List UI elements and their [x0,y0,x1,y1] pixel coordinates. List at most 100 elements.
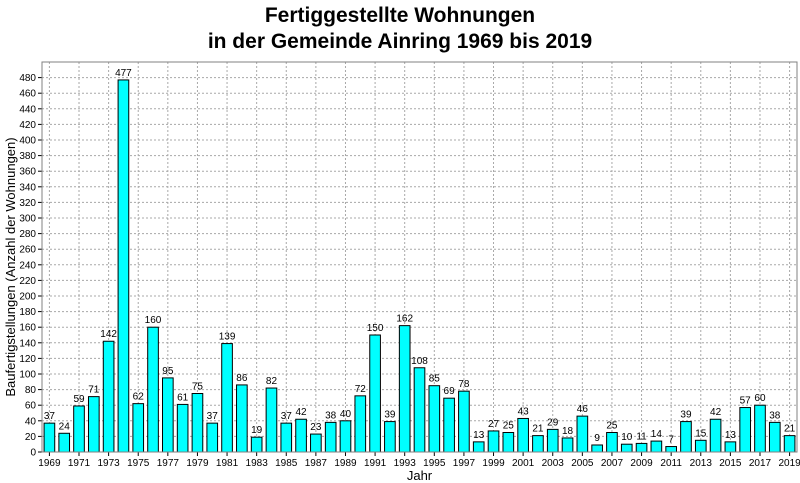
bar [43,422,56,453]
bar [221,343,233,453]
data-label: 7 [668,435,674,446]
bar [517,417,529,453]
data-label: 139 [219,332,236,343]
bar [58,432,71,453]
data-label: 9 [594,433,600,444]
y-tick-label: 300 [19,214,36,225]
bar [650,440,663,453]
bar [635,442,648,453]
bar [532,435,544,453]
data-label: 60 [754,393,766,404]
data-label: 46 [577,404,589,415]
x-tick-label: 1981 [216,458,239,469]
data-label: 13 [473,430,485,441]
data-label: 162 [396,314,413,325]
x-tick-label: 1993 [394,458,417,469]
x-tick-label: 2019 [778,458,800,469]
data-label: 57 [740,396,752,407]
bar [339,420,352,453]
data-label: 39 [384,410,396,421]
bar [561,437,574,453]
bar [502,432,515,453]
bar [162,377,174,453]
bar [606,432,618,453]
data-label: 75 [192,382,204,393]
bar [206,422,219,453]
x-tick-label: 1971 [68,458,91,469]
data-label: 37 [207,411,219,422]
data-label: 38 [769,410,781,421]
data-label: 39 [680,410,692,421]
x-tick-label: 2005 [571,458,594,469]
bar [694,439,707,453]
data-label: 15 [695,428,707,439]
data-label: 25 [606,421,618,432]
bar [147,326,159,453]
y-tick-label: 400 [19,136,36,147]
bar [458,390,470,453]
x-tick-label: 2015 [719,458,742,469]
y-tick-label: 440 [19,104,36,115]
bar [709,418,722,453]
data-label: 72 [355,384,367,395]
bar [665,446,677,453]
bar [73,405,85,453]
data-label: 18 [562,426,574,437]
x-tick-label: 1983 [246,458,269,469]
y-tick-label: 0 [30,448,36,459]
x-tick-label: 2009 [630,458,653,469]
data-label: 43 [518,406,530,417]
bar [176,403,189,453]
data-label: 150 [367,323,384,334]
data-label: 19 [251,425,263,436]
x-tick-label: 2003 [542,458,565,469]
data-label: 11 [636,431,647,442]
x-tick-label: 2007 [601,458,624,469]
y-tick-label: 20 [25,432,37,443]
bar [384,421,396,453]
y-tick-label: 160 [19,323,36,334]
data-label: 27 [488,419,500,430]
bar [132,403,145,453]
data-label: 40 [340,409,352,420]
data-label: 29 [547,417,559,428]
bar [472,441,485,453]
bar [487,430,500,453]
data-label: 71 [88,385,100,396]
y-tick-label: 220 [19,276,36,287]
bar [398,325,411,453]
y-tick-label: 360 [19,167,36,178]
bar [310,433,322,453]
x-axis-ticks: 1969 1971 1973 1975 1977 1979 1981 1983 1985 1987… [38,452,800,469]
data-label: 38 [325,410,337,421]
bar [739,407,752,453]
bar [576,415,589,453]
data-label: 42 [296,407,308,418]
bar [87,396,100,453]
bars [43,79,796,453]
x-tick-label: 1973 [97,458,120,469]
data-label: 42 [710,407,722,418]
y-tick-label: 320 [19,198,36,209]
bar [724,441,737,453]
x-tick-label: 1975 [127,458,150,469]
bar [546,428,559,453]
data-label: 95 [162,366,174,377]
y-tick-label: 100 [19,370,36,381]
y-tick-label: 240 [19,260,36,271]
x-tick-label: 1999 [482,458,505,469]
bar [783,435,796,453]
y-tick-label: 80 [25,385,37,396]
y-tick-label: 180 [19,307,36,318]
data-label: 21 [784,424,796,435]
data-label: 477 [115,68,132,79]
x-tick-label: 1989 [334,458,357,469]
y-tick-label: 260 [19,245,36,256]
y-tick-label: 460 [19,89,36,100]
x-tick-label: 1969 [38,458,61,469]
data-label: 37 [281,411,293,422]
data-label: 85 [429,374,441,385]
chart-title-line2: in der Gemeinde Ainring 1969 bis 2019 [207,30,593,53]
bar [591,444,603,453]
